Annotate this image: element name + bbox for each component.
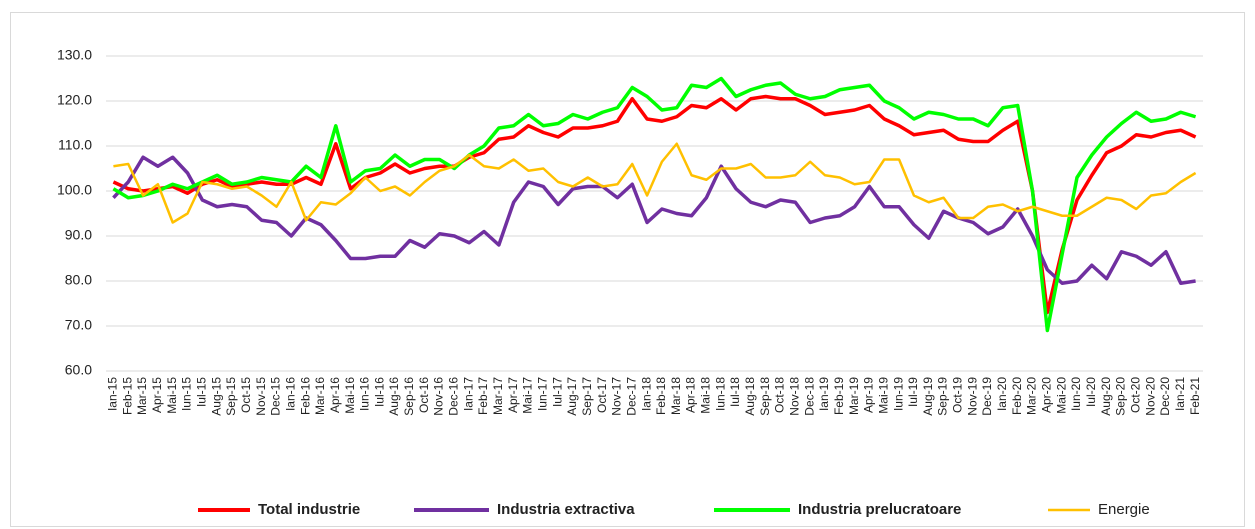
x-tick-label: Mai-20	[1054, 377, 1068, 414]
x-tick-label: Dec-19	[980, 377, 994, 416]
legend-label: Industria extractiva	[497, 501, 635, 518]
x-tick-label: Feb-16	[298, 377, 312, 415]
x-tick-label: Aug-18	[743, 377, 757, 416]
series-line	[113, 142, 1197, 224]
x-tick-label: Aug-16	[387, 377, 401, 416]
x-tick-label: Dec-20	[1158, 377, 1172, 416]
x-tick-label: Apr-20	[1040, 377, 1054, 413]
x-tick-label: Sep-15	[224, 377, 238, 416]
x-tick-label: Iul-15	[195, 377, 209, 407]
legend-label: Energie	[1098, 501, 1150, 518]
x-tick-label: Feb-21	[1188, 377, 1202, 415]
x-tick-label: Oct-18	[773, 377, 787, 413]
y-tick-label: 120.0	[57, 92, 92, 108]
x-tick-label: Iul-16	[372, 377, 386, 407]
x-tick-label: Nov-17	[610, 377, 624, 416]
x-tick-label: Sep-20	[1114, 377, 1128, 416]
x-tick-label: Iun-15	[180, 377, 194, 411]
x-tick-label: Iul-17	[550, 377, 564, 407]
x-tick-label: Mai-16	[343, 377, 357, 414]
x-tick-label: Mar-20	[1025, 377, 1039, 415]
x-tick-label: Dec-16	[447, 377, 461, 416]
x-tick-label: Nov-18	[788, 377, 802, 416]
x-tick-label: Ian-20	[995, 377, 1009, 411]
x-tick-label: Iun-19	[891, 377, 905, 411]
x-tick-label: Feb-15	[120, 377, 134, 415]
x-tick-label: Ian-21	[1173, 377, 1187, 411]
series-line	[112, 94, 1197, 315]
x-tick-label: Iul-18	[728, 377, 742, 407]
x-tick-label: Iun-18	[713, 377, 727, 411]
x-tick-label: Apr-19	[862, 377, 876, 413]
y-tick-label: 90.0	[65, 227, 92, 243]
x-tick-label: Sep-17	[580, 377, 594, 416]
x-tick-label: Feb-19	[832, 377, 846, 415]
x-tick-label: Nov-16	[432, 377, 446, 416]
x-tick-label: Sep-16	[402, 377, 416, 416]
x-tick-label: Mar-17	[491, 377, 505, 415]
y-tick-label: 100.0	[57, 182, 92, 198]
x-tick-label: Ian-17	[461, 377, 475, 411]
x-tick-label: Ian-19	[817, 377, 831, 411]
x-tick-label: Mai-15	[165, 377, 179, 414]
x-tick-label: Oct-20	[1128, 377, 1142, 413]
x-tick-label: Ian-18	[639, 377, 653, 411]
y-tick-label: 110.0	[58, 137, 92, 153]
x-tick-label: Feb-18	[654, 377, 668, 415]
x-tick-label: Nov-15	[254, 377, 268, 416]
y-tick-label: 60.0	[65, 362, 92, 378]
x-tick-label: Dec-17	[624, 377, 638, 416]
x-tick-label: Mar-16	[313, 377, 327, 415]
x-tick-label: Iun-20	[1069, 377, 1083, 411]
x-tick-label: Apr-17	[506, 377, 520, 413]
x-tick-label: Oct-16	[417, 377, 431, 413]
legend-label: Industria prelucratoare	[798, 501, 961, 518]
x-tick-label: Apr-18	[684, 377, 698, 413]
x-tick-label: Apr-15	[150, 377, 164, 413]
x-tick-label: Iul-20	[1084, 377, 1098, 407]
x-tick-label: Oct-15	[239, 377, 253, 413]
y-tick-label: 80.0	[65, 272, 92, 288]
x-tick-label: Mai-17	[521, 377, 535, 414]
x-tick-label: Nov-19	[965, 377, 979, 416]
x-tick-label: Mar-15	[135, 377, 149, 415]
y-tick-label: 70.0	[65, 317, 92, 333]
x-tick-label: Mar-19	[847, 377, 861, 415]
x-tick-label: Mai-18	[699, 377, 713, 414]
x-tick-label: Feb-20	[1010, 377, 1024, 415]
x-tick-label: Aug-20	[1099, 377, 1113, 416]
x-tick-label: Aug-17	[565, 377, 579, 416]
legend-label: Total industrie	[258, 501, 360, 518]
series-line	[112, 155, 1196, 285]
x-tick-label: Nov-20	[1143, 377, 1157, 416]
x-tick-label: Sep-19	[936, 377, 950, 416]
x-tick-label: Mai-19	[876, 377, 890, 414]
x-tick-label: Iul-19	[906, 377, 920, 407]
y-tick-label: 130.0	[57, 47, 92, 63]
chart-frame	[10, 12, 1245, 527]
x-tick-label: Oct-17	[595, 377, 609, 413]
x-tick-label: Oct-19	[951, 377, 965, 413]
x-tick-label: Iun-16	[358, 377, 372, 411]
x-tick-label: Aug-15	[209, 377, 223, 416]
x-tick-label: Ian-16	[283, 377, 297, 411]
x-tick-label: Sep-18	[758, 377, 772, 416]
x-tick-label: Iun-17	[535, 377, 549, 411]
x-tick-label: Apr-16	[328, 377, 342, 413]
x-tick-label: Mar-18	[669, 377, 683, 415]
x-tick-label: Aug-19	[921, 377, 935, 416]
x-tick-label: Dec-18	[802, 377, 816, 416]
x-tick-label: Dec-15	[269, 377, 283, 416]
x-tick-label: Feb-17	[476, 377, 490, 415]
x-tick-label: Ian-15	[106, 377, 120, 411]
series-line	[112, 76, 1197, 333]
